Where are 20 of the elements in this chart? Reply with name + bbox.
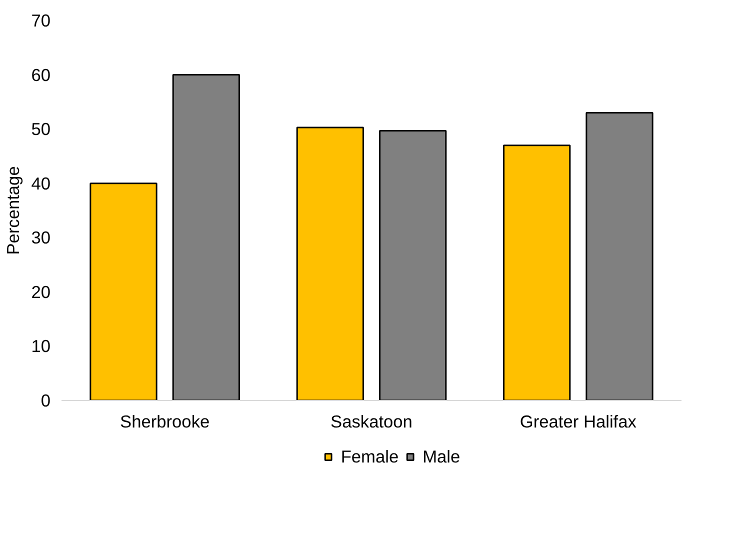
y-tick-label: 40	[31, 173, 51, 194]
y-axis-title: Percentage	[3, 166, 24, 255]
legend-label: Female	[340, 446, 399, 467]
bar	[172, 74, 240, 400]
y-tick-label: 50	[31, 119, 51, 140]
bar	[379, 130, 447, 400]
y-tick-label: 10	[31, 336, 51, 356]
x-tick-label: Sherbrooke	[120, 412, 210, 432]
bar	[503, 144, 571, 400]
y-tick-label: 70	[31, 10, 51, 30]
y-tick-label: 0	[40, 390, 51, 410]
bar	[296, 126, 364, 400]
legend-label: Male	[422, 446, 460, 467]
y-tick-label: 30	[31, 228, 51, 248]
y-tick-label: 20	[31, 282, 51, 302]
bar	[90, 182, 158, 400]
x-tick-label: Saskatoon	[330, 412, 412, 432]
y-tick-label: 60	[31, 64, 51, 85]
x-tick-label: Greater Halifax	[520, 412, 637, 432]
bar	[586, 112, 654, 400]
